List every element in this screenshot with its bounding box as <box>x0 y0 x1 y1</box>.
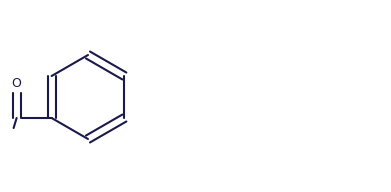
Text: O: O <box>12 77 22 90</box>
